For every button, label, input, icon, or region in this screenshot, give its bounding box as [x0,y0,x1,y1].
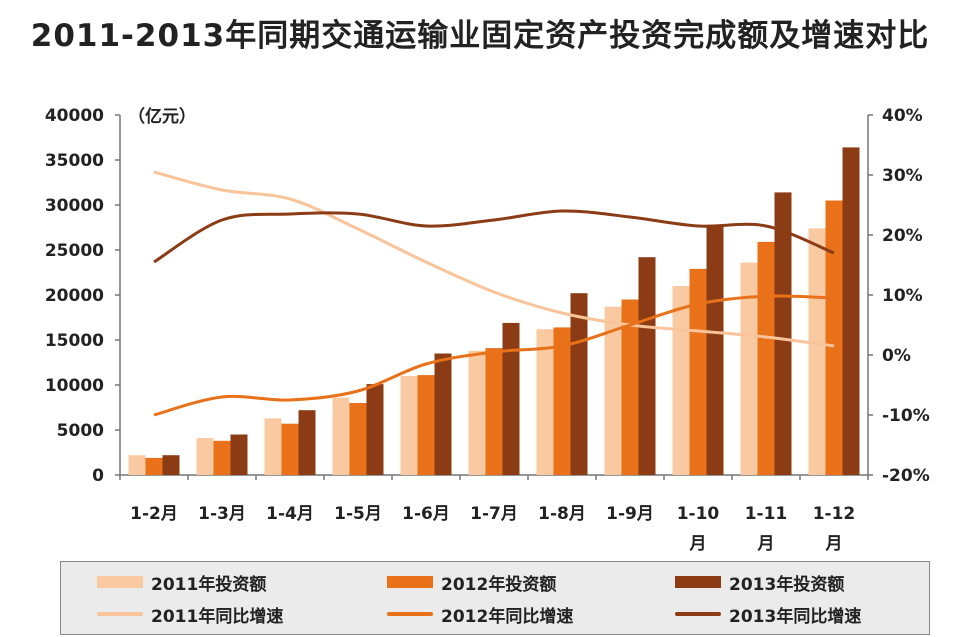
line-2013年同比增速 [153,209,835,264]
bar-2012年投资额 [757,241,775,475]
legend-line-2013 [675,612,721,616]
bar-2012年投资额 [349,403,367,475]
legend-swatch-2012 [387,576,433,588]
bar-2013年投资额 [162,455,180,475]
legend-label-bar-2011: 2011年投资额 [151,574,267,595]
legend-line-2011 [97,612,143,616]
right-tick-label: 30% [882,166,923,186]
bar-2013年投资额 [434,353,452,475]
bar-2011年投资额 [332,397,350,475]
left-tick-label: 5000 [57,421,104,441]
bar-2011年投资额 [672,286,690,475]
x-tick-label: 1-7月 [470,504,518,524]
x-tick-label: 1-9月 [606,504,654,524]
legend-item-line-2013: 2013年同比增速 [675,600,861,628]
legend-label-bar-2013: 2013年投资额 [729,574,845,595]
bar-2012年投资额 [281,423,299,475]
x-tick-label: 1-12 [813,504,856,524]
legend-swatch-2011 [97,576,143,588]
x-tick-label: 1-3月 [198,504,246,524]
right-tick-label: 20% [882,226,923,246]
bar-2013年投资额 [842,147,860,475]
x-tick-label: 1-11 [745,504,788,524]
legend-item-bar-2012: 2012年投资额 [387,568,556,596]
left-tick-label: 15000 [45,331,104,351]
lines-layer [153,170,835,417]
legend-item-line-2012: 2012年同比增速 [387,600,573,628]
legend-item-bar-2011: 2011年投资额 [97,568,266,596]
legend-item-bar-2013: 2013年投资额 [675,568,844,596]
left-tick-label: 20000 [45,286,104,306]
bar-2012年投资额 [621,299,639,475]
legend-label-line-2013: 2013年同比增速 [729,606,862,627]
bar-2012年投资额 [213,440,231,475]
bar-2013年投资额 [366,384,384,475]
bar-2011年投资额 [740,262,758,475]
bar-2012年投资额 [553,327,571,475]
bars-layer [128,147,860,475]
right-tick-label: 10% [882,286,923,306]
bar-2011年投资额 [196,438,214,475]
bar-2011年投资额 [536,329,554,475]
legend-label-line-2012: 2012年同比增速 [441,606,574,627]
right-tick-label: 40% [882,106,923,126]
bar-2012年投资额 [417,375,435,475]
line-2012年同比增速 [153,294,835,417]
chart-title: 2011-2013年同期交通运输业固定资产投资完成额及增速对比 [30,18,930,54]
x-tick-label: 1-2月 [130,504,178,524]
bar-2011年投资额 [808,228,826,475]
left-tick-label: 10000 [45,376,104,396]
right-tick-label: -20% [882,466,930,486]
x-tick-label: 月 [757,534,775,554]
bar-2012年投资额 [145,457,163,475]
bar-2012年投资额 [689,268,707,475]
legend-swatch-2013 [675,576,721,588]
labels-layer: 0 5000 10000 15000 20000 25000 30000 35000 40000… [45,106,930,554]
legend-label-bar-2012: 2012年投资额 [441,574,557,595]
legend-line-2012 [387,612,433,616]
bar-2011年投资额 [264,418,282,475]
y-unit-label: （亿元） [128,106,196,127]
left-tick-label: 40000 [45,106,104,126]
bar-2013年投资额 [774,192,792,475]
x-tick-label: 月 [825,534,843,554]
bar-2013年投资额 [502,322,520,475]
x-tick-label: 1-6月 [402,504,450,524]
bar-2013年投资额 [570,293,588,475]
legend: 2011年投资额 2012年投资额 2013年投资额 2011年同比增速 201… [60,561,930,635]
x-tick-label: 1-4月 [266,504,314,524]
bar-2011年投资额 [604,306,622,475]
bar-2012年投资额 [825,200,843,475]
bar-2011年投资额 [128,455,146,475]
left-tick-label: 35000 [45,151,104,171]
legend-label-line-2011: 2011年同比增速 [151,606,284,627]
bar-2012年投资额 [485,348,503,475]
bar-2011年投资额 [400,376,418,475]
bar-2013年投资额 [706,224,724,475]
x-tick-label: 月 [689,534,707,554]
bar-2011年投资额 [468,350,486,475]
bar-2013年投资额 [298,410,316,475]
x-tick-label: 1-10 [677,504,720,524]
legend-item-line-2011: 2011年同比增速 [97,600,283,628]
right-tick-label: -10% [882,406,930,426]
left-tick-label: 25000 [45,241,104,261]
bar-2013年投资额 [638,257,656,475]
right-tick-label: 0% [882,346,911,366]
left-tick-label: 30000 [45,196,104,216]
left-tick-label: 0 [92,466,104,486]
bar-2013年投资额 [230,434,248,475]
chart-canvas: 0 5000 10000 15000 20000 25000 30000 35000 40000… [45,106,930,554]
line-2011年同比增速 [153,170,835,348]
x-tick-label: 1-5月 [334,504,382,524]
x-tick-label: 1-8月 [538,504,586,524]
